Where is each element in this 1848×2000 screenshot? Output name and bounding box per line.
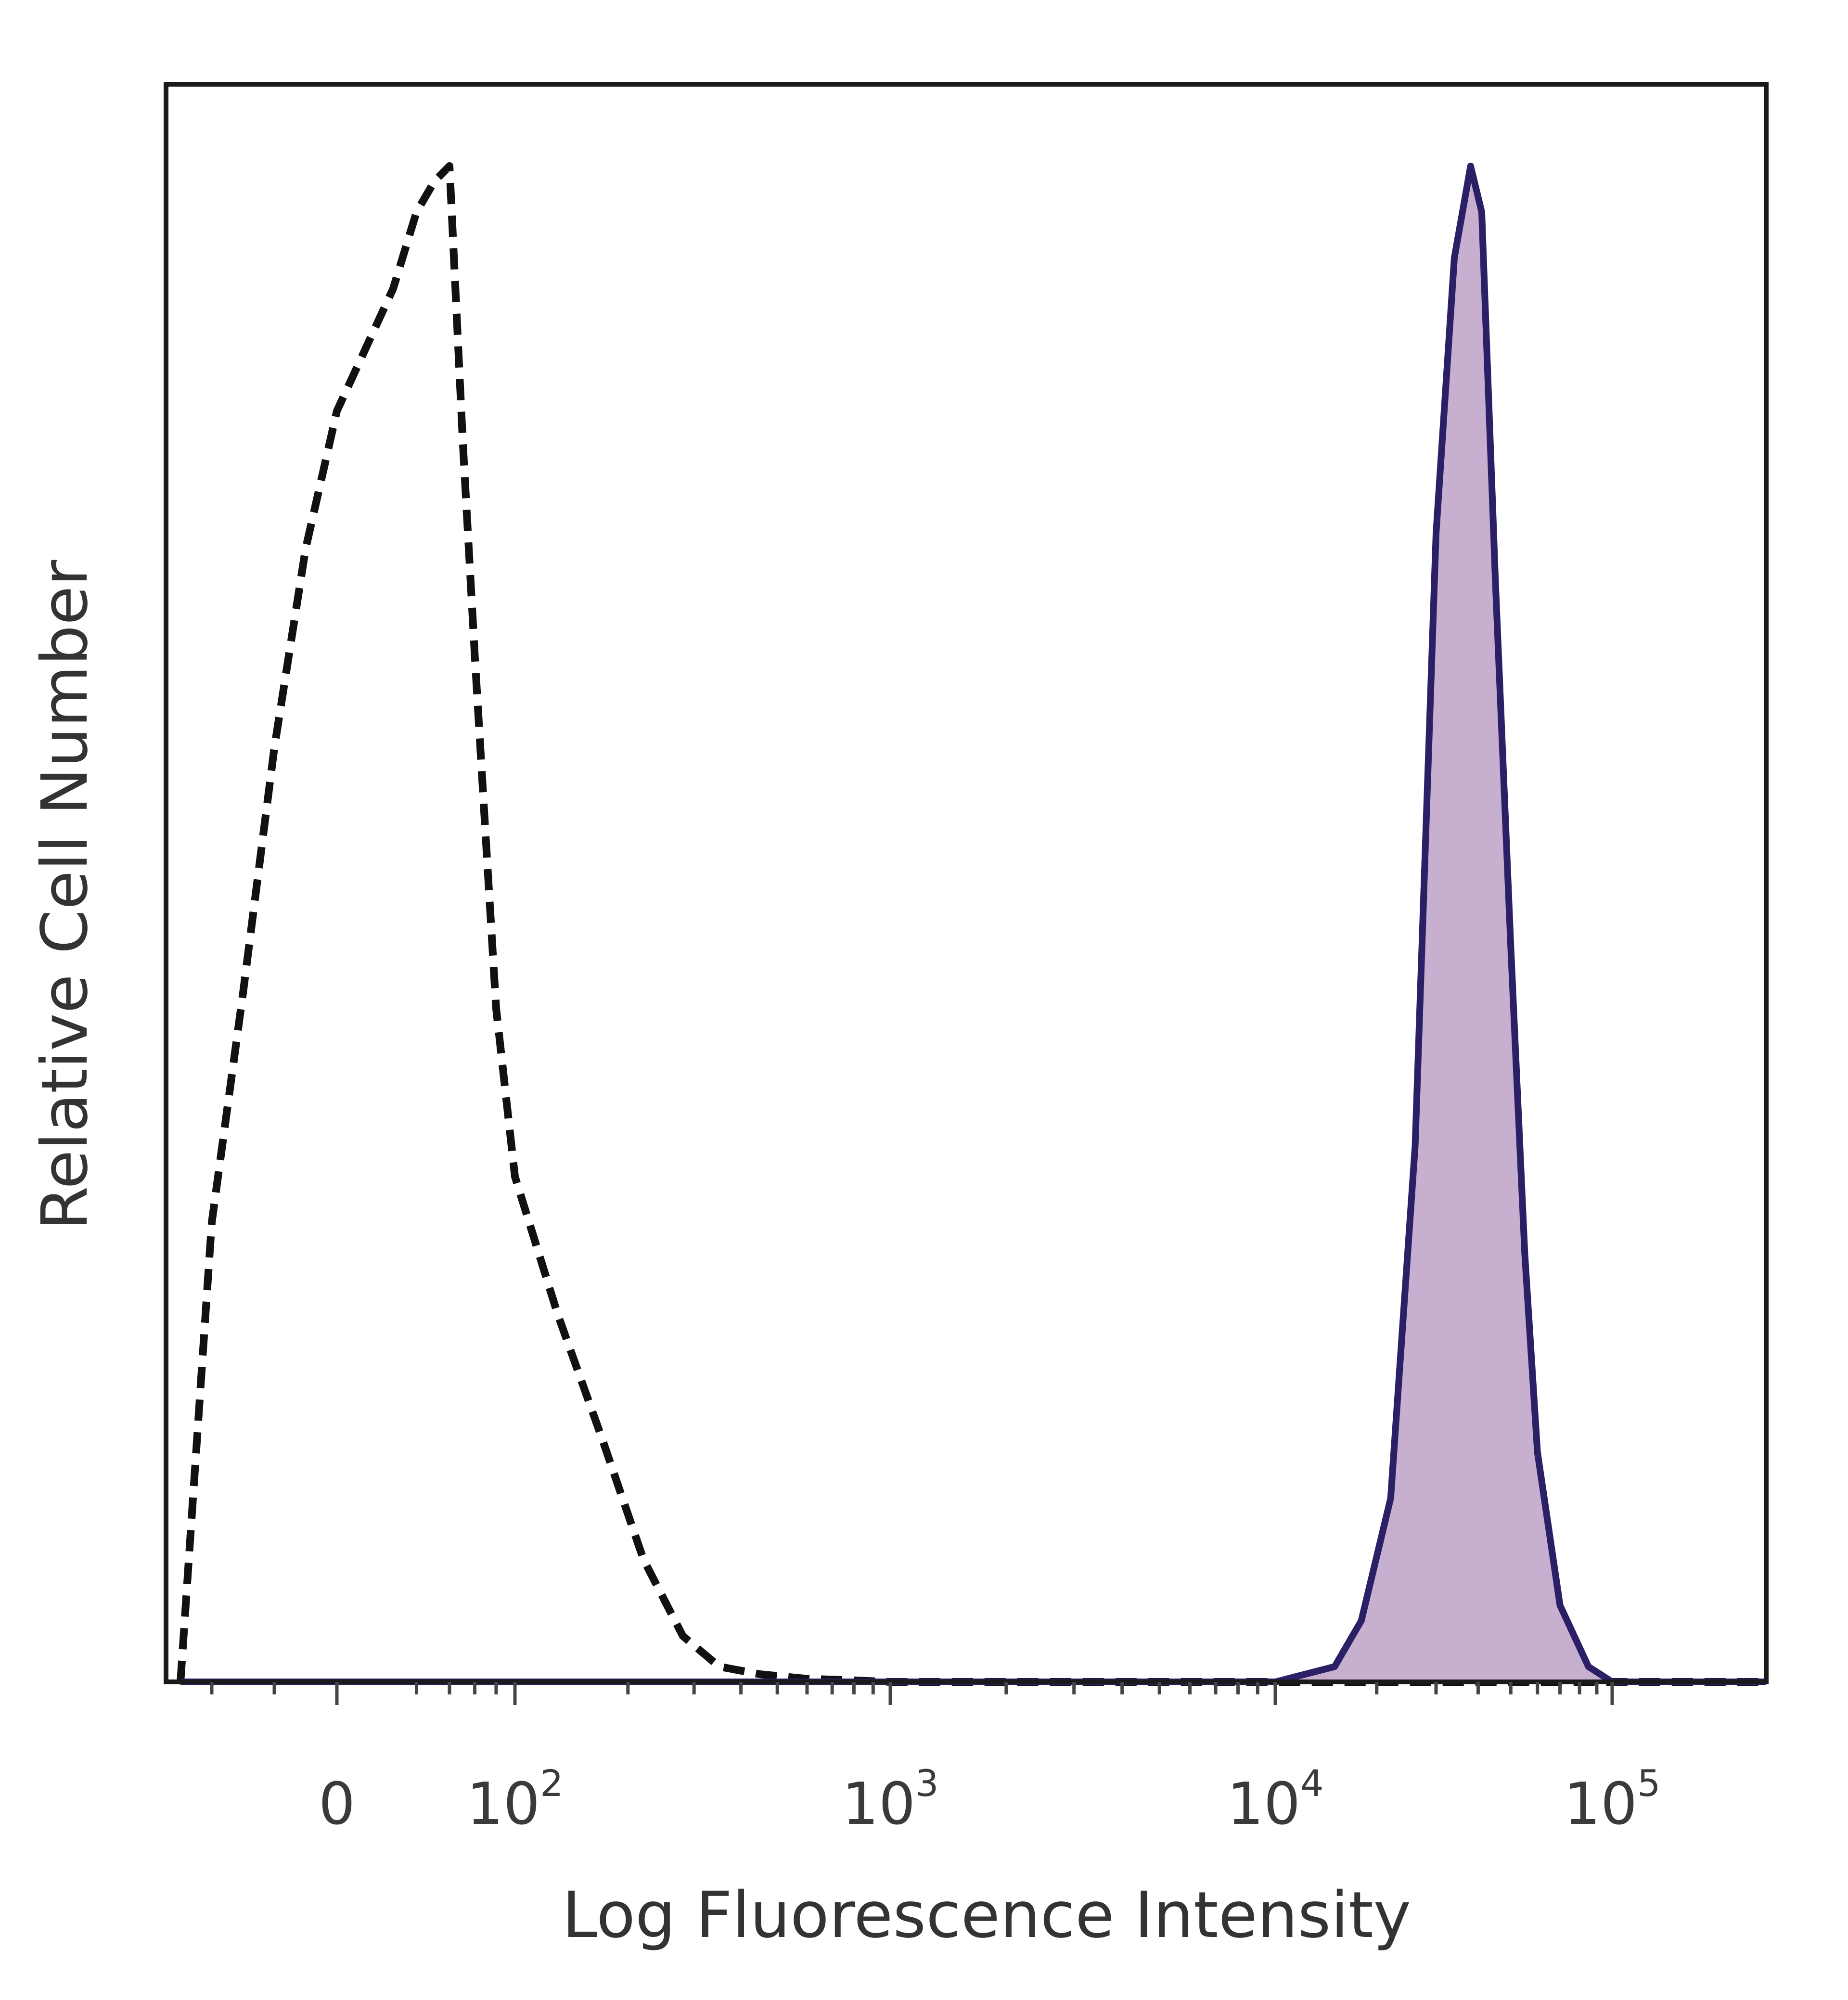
x-tick-label-0: 0 xyxy=(319,1771,355,1838)
x-tick-label-2: 103 xyxy=(842,1762,938,1838)
plot-frame xyxy=(164,82,1769,1684)
x-axis-label: Log Fluorescence Intensity xyxy=(562,1878,1411,1952)
y-axis-label: Relative Cell Number xyxy=(28,560,102,1231)
x-axis-tick-labels: 0 102 103 104 105 xyxy=(319,1762,1661,1838)
series-1-line xyxy=(180,163,1766,1685)
x-tick-label-1: 102 xyxy=(466,1762,563,1838)
x-axis-ticks xyxy=(210,1682,1614,1705)
x-tick-label-4: 105 xyxy=(1564,1762,1660,1838)
x-tick-label-3: 104 xyxy=(1227,1762,1323,1838)
series-1-fill xyxy=(180,166,1766,1682)
